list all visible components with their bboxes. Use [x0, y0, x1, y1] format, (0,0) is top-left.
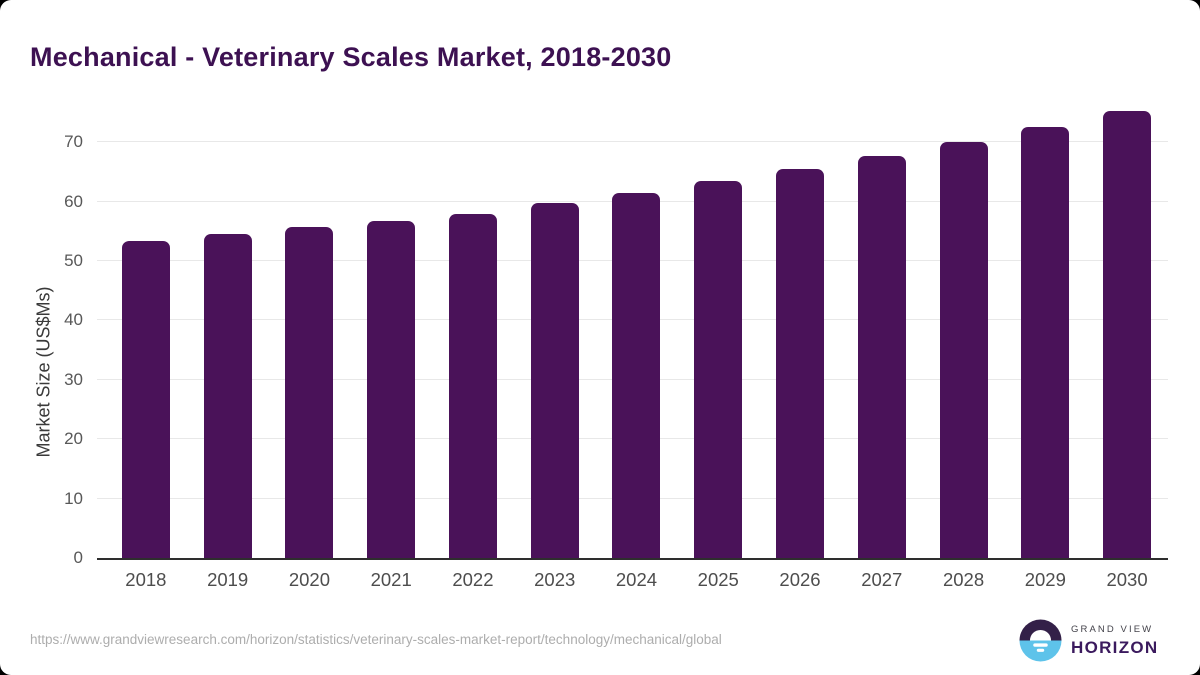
- x-tick-label: 2018: [125, 569, 167, 590]
- bar-2018: [121, 241, 170, 558]
- bar-2027: [857, 155, 906, 558]
- y-tick-label: 40: [64, 310, 83, 330]
- bar-2029: [1021, 126, 1070, 558]
- y-tick-label: 60: [64, 191, 83, 211]
- x-tick-label: 2025: [697, 569, 739, 590]
- brand-name-top: GRAND VIEW: [1071, 623, 1154, 635]
- x-tick-label: 2024: [615, 569, 658, 590]
- bar-2024: [612, 192, 661, 558]
- y-tick-label: 30: [64, 369, 83, 389]
- bar-slot: [350, 100, 432, 558]
- bar-slot: [514, 100, 596, 558]
- bar-2022: [448, 214, 497, 558]
- bar-slot: [759, 100, 841, 558]
- bar-slot: [923, 100, 1005, 558]
- brand-wordmark: GRAND VIEW HORIZON: [1071, 624, 1158, 658]
- y-tick-label: 70: [64, 132, 83, 152]
- x-tick-label: 2020: [288, 569, 330, 590]
- y-tick-label: 10: [64, 488, 83, 508]
- y-tick-label: 0: [73, 548, 83, 567]
- brand-logo: GRAND VIEW HORIZON: [1019, 619, 1158, 662]
- bar-2025: [694, 181, 743, 558]
- y-tick-label: 20: [64, 429, 83, 449]
- horizon-sun-icon: [1019, 619, 1062, 662]
- bar-slot: [269, 100, 351, 558]
- bar-2020: [285, 226, 334, 558]
- bar-series: [105, 100, 1168, 558]
- x-tick-label: 2030: [1106, 569, 1148, 590]
- x-axis-line: [97, 558, 1168, 560]
- bar-slot: [677, 100, 759, 558]
- y-tick-label: 50: [64, 250, 83, 270]
- bar-slot: [1086, 100, 1168, 558]
- bar-2028: [939, 141, 988, 558]
- x-tick-label: 2023: [534, 569, 576, 590]
- bar-slot: [1004, 100, 1086, 558]
- x-tick-label: 2027: [861, 569, 903, 590]
- bar-2023: [530, 203, 579, 558]
- bar-slot: [841, 100, 923, 558]
- y-axis: 0 10 20 30 40 50 60 70: [0, 100, 97, 567]
- bar-slot: [432, 100, 514, 558]
- x-tick-label: 2021: [370, 569, 412, 590]
- x-tick-label: 2022: [452, 569, 494, 590]
- bar-slot: [105, 100, 187, 558]
- bar-slot: [596, 100, 678, 558]
- source-url: https://www.grandviewresearch.com/horizo…: [30, 632, 722, 647]
- x-tick-label: 2026: [779, 569, 821, 590]
- brand-name-bottom: HORIZON: [1071, 637, 1159, 657]
- y-axis-label: Market Size (US$Ms): [33, 286, 54, 458]
- plot-area: [97, 100, 1168, 560]
- chart-title: Mechanical - Veterinary Scales Market, 2…: [30, 42, 672, 73]
- x-tick-label: 2028: [942, 569, 985, 590]
- bar-2026: [776, 168, 824, 558]
- bar-2021: [367, 220, 416, 558]
- x-tick-label: 2019: [207, 569, 249, 590]
- bar-slot: [187, 100, 269, 558]
- x-axis-labels: 2018 2019 2020 2021 2022 2023 2024 2025 2026 2027…: [105, 569, 1168, 591]
- bar-2030: [1103, 111, 1152, 558]
- gridline: [97, 141, 1168, 143]
- x-tick-label: 2029: [1024, 569, 1066, 590]
- bar-2019: [203, 233, 252, 558]
